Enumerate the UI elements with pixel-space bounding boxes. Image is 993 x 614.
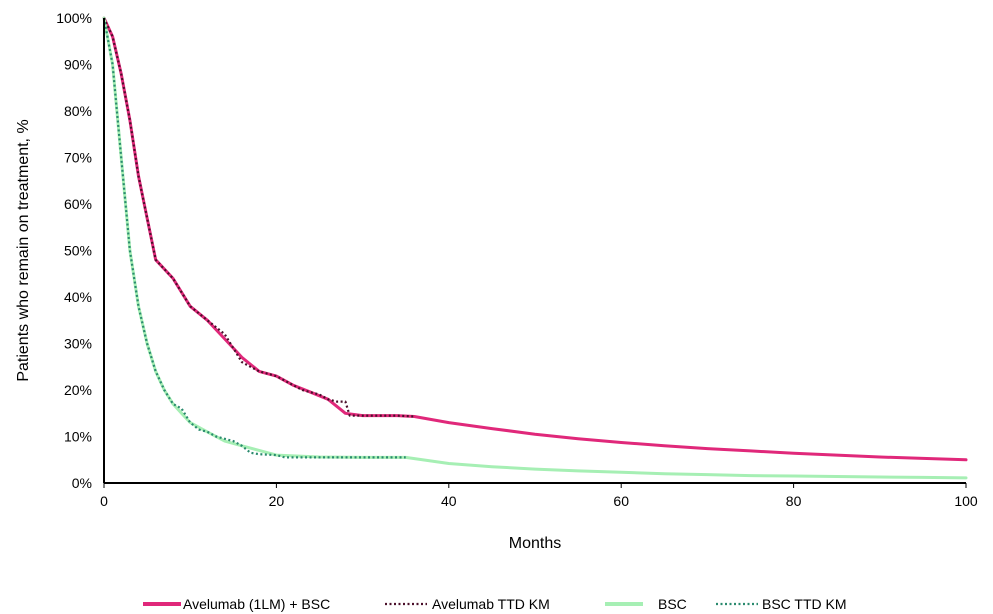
y-tick-label: 30% (64, 336, 92, 352)
ticks-layer: 0% 10% 20% 30% 40% 50% 60% 70% 80% 90% 100% 0 20 40 60… (56, 10, 978, 509)
y-tick-label: 80% (64, 103, 92, 119)
axes-layer (103, 18, 966, 484)
x-tick-label: 40 (441, 493, 457, 509)
y-tick-label: 40% (64, 289, 92, 305)
y-tick-label: 100% (56, 10, 92, 26)
x-tick-label: 100 (954, 493, 978, 509)
series-line-bsc-ttd-km (102, 17, 406, 459)
y-tick-label: 70% (64, 150, 92, 166)
x-tick-label: 60 (613, 493, 629, 509)
y-tick-label: 60% (64, 196, 92, 212)
legend-label: Avelumab TTD KM (432, 596, 550, 612)
y-axis-title: Patients who remain on treatment, % (15, 119, 32, 381)
series-line-avelumab-1lm-bsc (102, 16, 968, 462)
series-line-bsc (102, 16, 968, 480)
series-layer (102, 16, 968, 480)
x-axis-title: Months (509, 535, 561, 552)
x-tick-label: 20 (269, 493, 285, 509)
legend-label: BSC (658, 596, 687, 612)
x-tick-label: 80 (786, 493, 802, 509)
y-tick-label: 50% (64, 243, 92, 259)
y-tick-label: 90% (64, 57, 92, 73)
series-line-avelumab-ttd-km (103, 17, 415, 418)
y-tick-label: 10% (64, 429, 92, 445)
legend: Avelumab (1LM) + BSC Avelumab TTD KM BSC BS… (143, 596, 847, 612)
legend-label: Avelumab (1LM) + BSC (183, 596, 330, 612)
y-tick-label: 0% (72, 475, 92, 491)
y-tick-label: 20% (64, 382, 92, 398)
legend-label: BSC TTD KM (762, 596, 847, 612)
x-tick-label: 0 (100, 493, 108, 509)
